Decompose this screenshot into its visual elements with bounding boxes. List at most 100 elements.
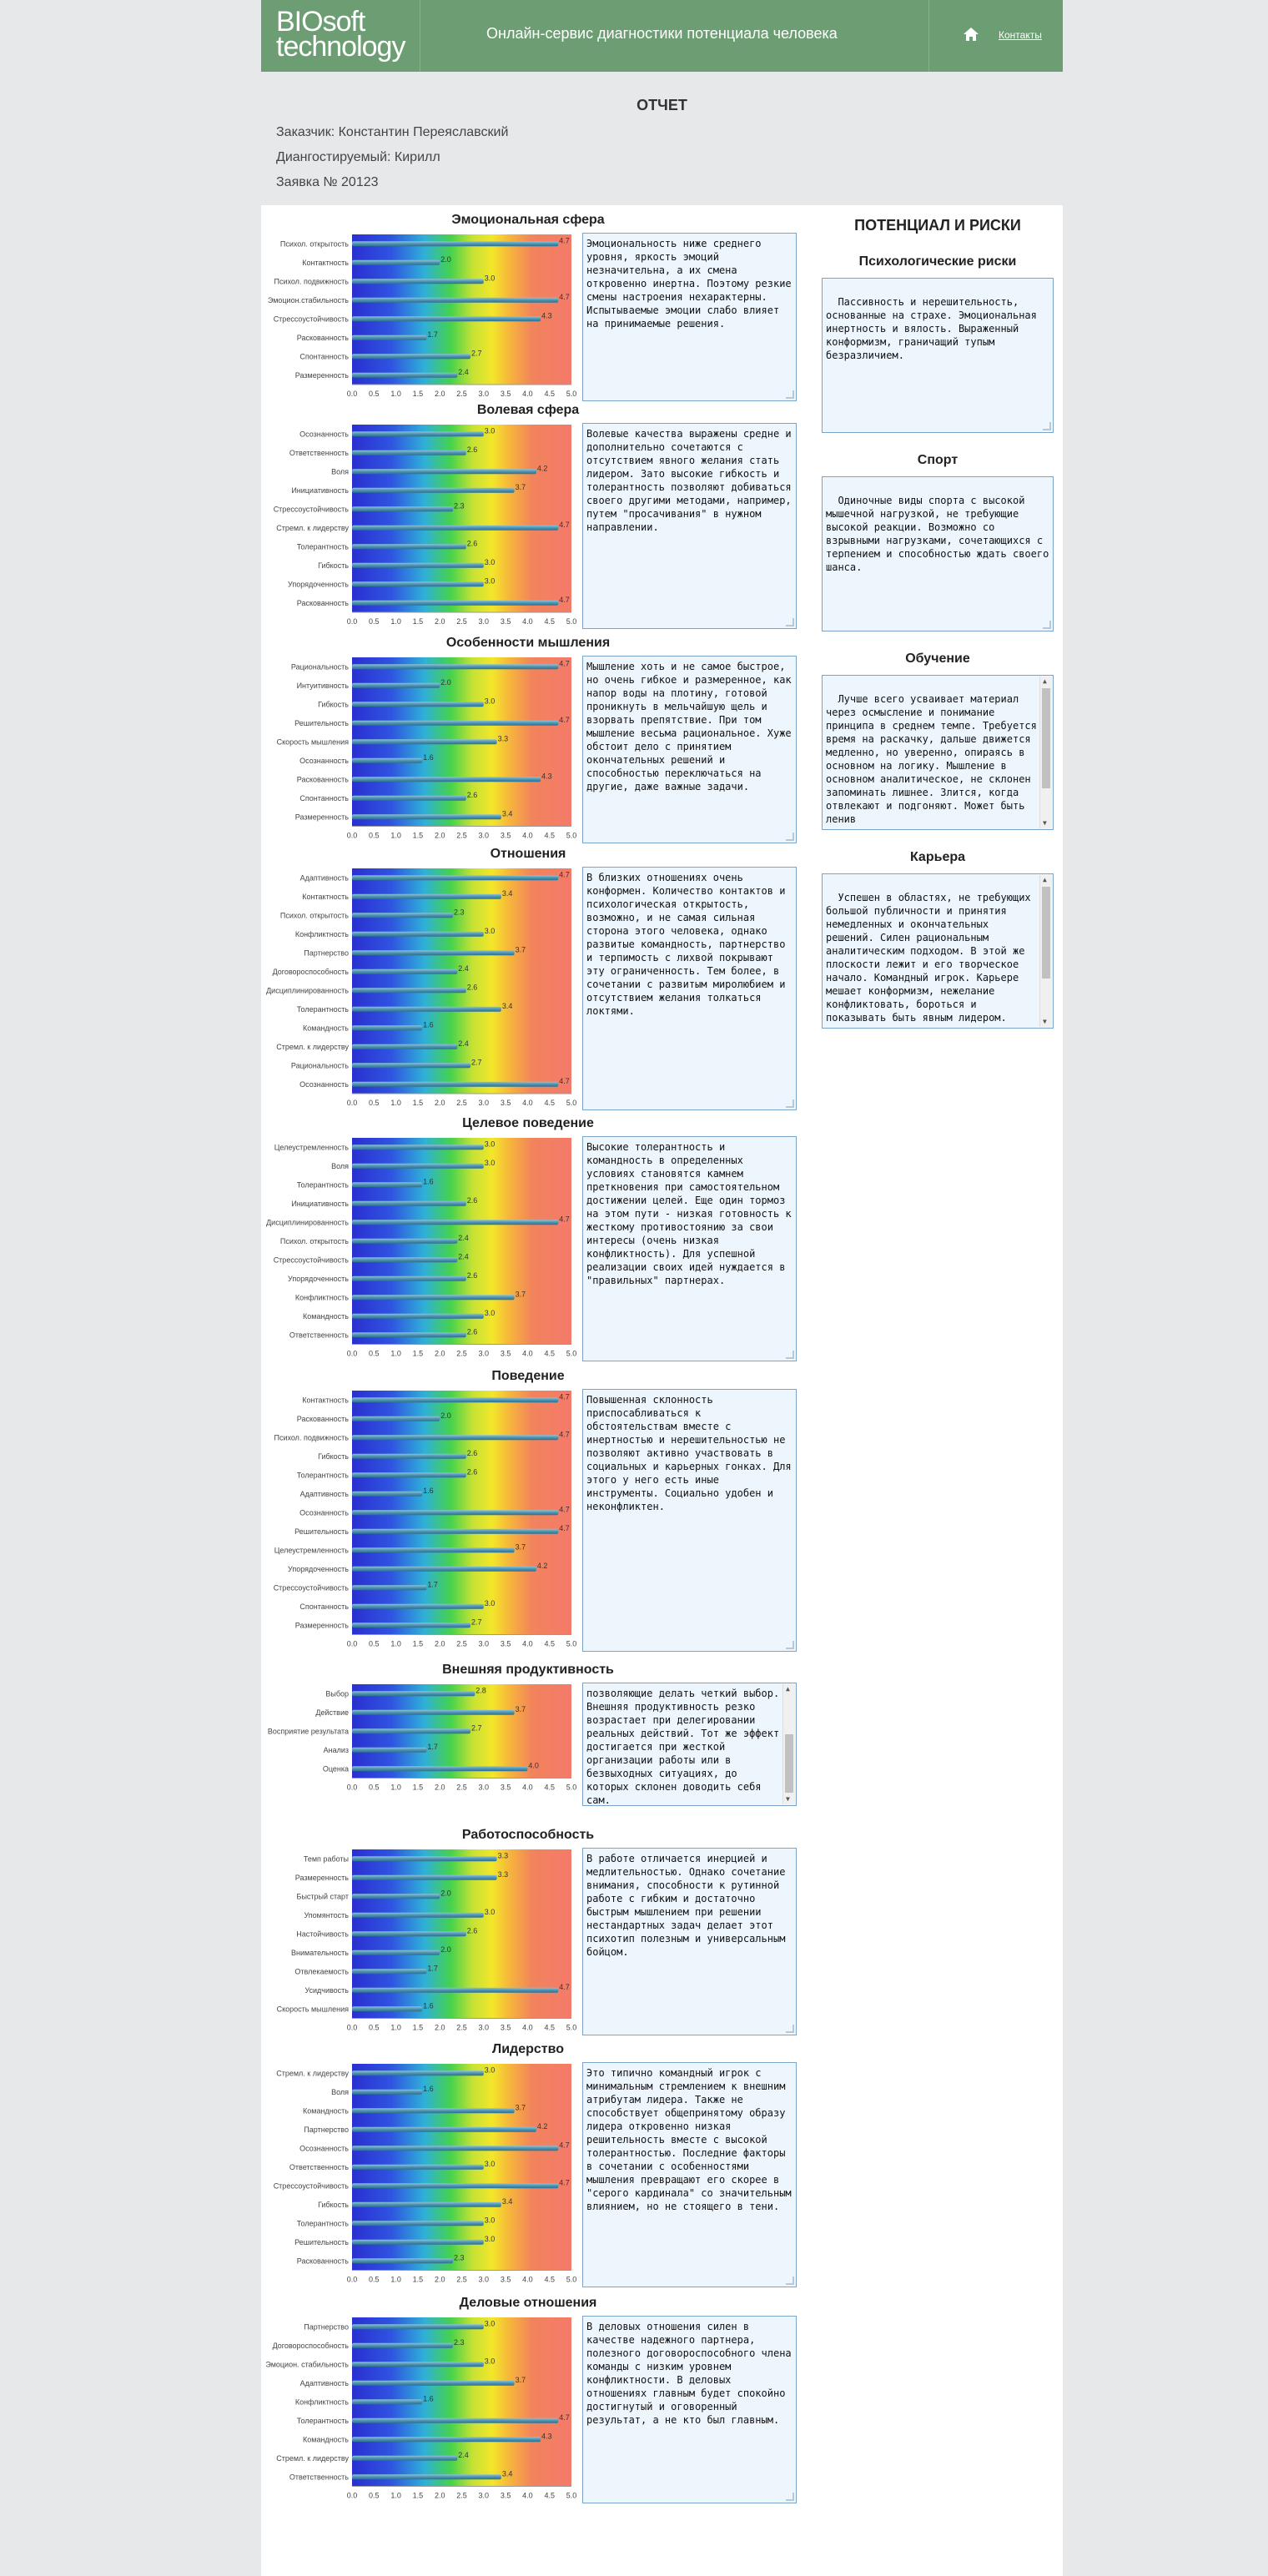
category-label: Скорость мышления — [277, 737, 349, 746]
resize-grip-icon[interactable] — [786, 2492, 794, 2501]
resize-grip-icon[interactable] — [786, 618, 794, 626]
resize-grip-icon[interactable] — [786, 1350, 794, 1359]
bar — [352, 316, 541, 322]
bar — [352, 297, 559, 303]
value-label: 3.0 — [485, 1159, 496, 1167]
category-label: Спонтанность — [299, 352, 349, 360]
value-label: 3.4 — [502, 889, 513, 898]
category-label: Психол. открытость — [280, 1237, 349, 1245]
scroll-up-icon[interactable]: ▲ — [786, 1685, 790, 1693]
risk-textarea-2[interactable]: Лучше всего усваивает материал через осм… — [822, 675, 1054, 830]
description-textarea[interactable]: Повышенная склонность приспосабливаться … — [582, 1389, 797, 1652]
scroll-thumb[interactable] — [1042, 887, 1050, 979]
value-label: 3.7 — [516, 1290, 526, 1298]
category-label: Скорость мышления — [277, 2005, 349, 2013]
description-textarea[interactable]: В работе отличается инерцией и медлитель… — [582, 1848, 797, 2035]
scroll-thumb[interactable] — [1042, 688, 1050, 788]
bar — [352, 1709, 515, 1715]
scroll-down-icon[interactable]: ▼ — [1043, 1018, 1047, 1025]
contacts-link[interactable]: Контакты — [999, 29, 1042, 41]
bar — [352, 2324, 484, 2330]
value-label: 2.6 — [467, 1467, 478, 1476]
bar — [352, 2006, 423, 2012]
risk-textarea-3[interactable]: Успешен в областях, не требующих большой… — [822, 873, 1054, 1029]
category-label: Усидчивость — [304, 1986, 349, 1995]
bar — [352, 2146, 559, 2151]
value-label: 2.4 — [458, 964, 469, 973]
category-label: Гибкость — [318, 700, 349, 708]
value-label: 3.7 — [516, 1705, 526, 1713]
risks-title: ПОТЕНЦИАЛ И РИСКИ — [854, 217, 1021, 234]
category-label: Эмоцион. стабильность — [265, 2360, 349, 2368]
description-textarea[interactable]: Это типично командный игрок с минимальны… — [582, 2062, 797, 2287]
description-textarea[interactable]: Мышление хоть и не самое быстрое, но оче… — [582, 656, 797, 843]
resize-grip-icon[interactable] — [786, 2276, 794, 2285]
description-text: В деловых отношения силен в качестве над… — [586, 2321, 792, 2426]
value-label: 1.6 — [423, 2394, 434, 2402]
scrollbar[interactable]: ▲ ▼ — [1039, 677, 1052, 828]
scroll-up-icon[interactable]: ▲ — [1043, 677, 1047, 685]
resize-grip-icon[interactable] — [786, 832, 794, 841]
chart-svg: 0.0 0.5 1.0 1.5 2.0 2.5 3.0 3.5 4.0 4.5 5.0 Стремл.… — [274, 2064, 577, 2284]
bar — [352, 2201, 501, 2207]
bar — [352, 1528, 559, 1534]
bar — [352, 1295, 515, 1301]
category-label: Спонтанность — [299, 794, 349, 802]
resize-grip-icon[interactable] — [786, 390, 794, 399]
bar — [352, 1081, 559, 1087]
logo[interactable]: BIOsoft technology — [261, 0, 420, 72]
bar — [352, 702, 484, 707]
x-tick-label: 5.0 — [566, 2276, 577, 2284]
x-tick-label: 1.0 — [390, 390, 401, 398]
value-label: 4.3 — [541, 772, 552, 780]
x-tick-label: 3.5 — [501, 617, 511, 626]
category-label: Упорядоченность — [288, 1565, 349, 1573]
scrollbar[interactable]: ▲ ▼ — [782, 1684, 795, 1804]
resize-grip-icon[interactable] — [786, 2024, 794, 2033]
bar — [352, 1313, 484, 1319]
value-label: 2.7 — [471, 1058, 482, 1066]
description-textarea[interactable]: Эмоциональность ниже среднего уровня, яр… — [582, 233, 797, 401]
x-tick-label: 0.5 — [369, 832, 380, 840]
description-textarea[interactable]: В близких отношениях очень конформен. Ко… — [582, 867, 797, 1110]
value-label: 2.6 — [467, 1196, 478, 1205]
scrollbar[interactable]: ▲ ▼ — [1039, 875, 1052, 1027]
category-label: Толерантность — [297, 542, 350, 551]
value-label: 4.7 — [559, 1430, 570, 1438]
resize-grip-icon[interactable] — [1043, 422, 1051, 430]
value-label: 4.7 — [559, 1505, 570, 1513]
category-label: Психол. открытость — [280, 911, 349, 919]
category-label: Упорядоченность — [288, 580, 349, 588]
description-textarea[interactable]: В деловых отношения силен в качестве над… — [582, 2316, 797, 2503]
bar — [352, 2342, 453, 2348]
risk-textarea-0[interactable]: Пассивность и нерешительность, основанны… — [822, 278, 1054, 433]
resize-grip-icon[interactable] — [1043, 621, 1051, 629]
description-textarea[interactable]: Волевые качества выражены средне и допол… — [582, 423, 797, 629]
scroll-up-icon[interactable]: ▲ — [1043, 876, 1047, 883]
category-label: Инициативность — [291, 1200, 349, 1208]
category-label: Командность — [303, 1312, 349, 1321]
chart-title: Эмоциональная сфера — [451, 213, 605, 227]
scroll-down-icon[interactable]: ▼ — [1043, 819, 1047, 827]
x-tick-label: 4.5 — [544, 617, 555, 626]
risk-textarea-1[interactable]: Одиночные виды спорта с высокой мышечной… — [822, 476, 1054, 631]
description-textarea[interactable]: позволяющие делать четкий выбор. Внешняя… — [582, 1683, 797, 1806]
scroll-down-icon[interactable]: ▼ — [786, 1795, 790, 1803]
category-label: Толерантность — [297, 2219, 350, 2227]
x-tick-label: 0.0 — [347, 1350, 358, 1358]
x-tick-label: 3.0 — [479, 832, 490, 840]
value-label: 3.7 — [516, 2103, 526, 2111]
x-tick-label: 1.0 — [390, 1640, 401, 1648]
category-label: Психол. открытость — [280, 239, 349, 248]
chart-svg: 0.0 0.5 1.0 1.5 2.0 2.5 3.0 3.5 4.0 4.5 5.0 Выбор 2.… — [268, 1684, 576, 1792]
home-icon[interactable] — [963, 27, 979, 42]
description-textarea[interactable]: Высокие толерантность и командность в оп… — [582, 1136, 797, 1361]
value-label: 4.7 — [559, 870, 570, 878]
category-label: Быстрый старт — [297, 1892, 349, 1900]
resize-grip-icon[interactable] — [786, 1640, 794, 1649]
bar — [352, 1257, 458, 1263]
category-label: Рациональность — [291, 1061, 349, 1069]
resize-grip-icon[interactable] — [786, 1099, 794, 1108]
scroll-thumb[interactable] — [785, 1734, 793, 1793]
x-tick-label: 2.0 — [435, 832, 445, 840]
